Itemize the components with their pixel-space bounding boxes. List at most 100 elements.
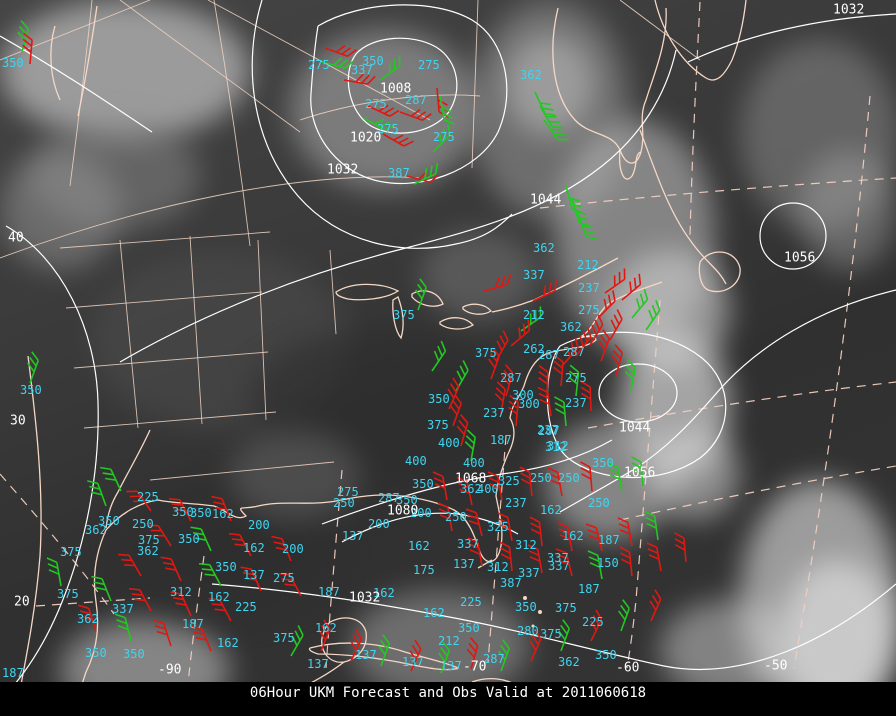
map-caption: 06Hour UKM Forecast and Obs Valid at 201… bbox=[249, 685, 647, 701]
station-label: 287 bbox=[405, 93, 427, 107]
wind-barb bbox=[529, 629, 542, 662]
wind-barb bbox=[547, 467, 563, 497]
station-label: 400 bbox=[438, 436, 460, 450]
wind-barb bbox=[160, 556, 182, 582]
station-label: 237 bbox=[537, 423, 559, 437]
wind-barb bbox=[467, 537, 483, 567]
station-label: 200 bbox=[282, 542, 304, 556]
station-label: 237 bbox=[565, 396, 587, 410]
station-label: 350 bbox=[172, 505, 194, 519]
station-label: 350 bbox=[190, 506, 212, 520]
wind-barb bbox=[617, 517, 633, 547]
wind-barb bbox=[611, 344, 623, 377]
wind-barb bbox=[619, 546, 633, 577]
isobar-label: 1056 bbox=[784, 250, 816, 266]
wind-barb bbox=[580, 461, 593, 492]
isobar-label: 1068 bbox=[455, 471, 487, 487]
wind-barb bbox=[318, 619, 331, 652]
wind-barb bbox=[324, 45, 357, 57]
station-label: 200 bbox=[368, 517, 390, 531]
isobar-label: 1044 bbox=[530, 192, 562, 208]
station-label: 350 bbox=[595, 648, 617, 662]
wind-barb bbox=[343, 73, 376, 85]
station-label: 337 bbox=[523, 268, 545, 282]
station-label: 212 bbox=[523, 308, 545, 322]
station-label: 350 bbox=[428, 392, 450, 406]
wind-barb bbox=[597, 290, 616, 319]
wind-barb bbox=[644, 510, 659, 541]
graticule-label: -50 bbox=[764, 658, 788, 674]
wind-barb bbox=[290, 625, 304, 657]
station-label: 287 bbox=[483, 652, 505, 666]
wind-barb bbox=[278, 572, 302, 597]
station-label: 212 bbox=[438, 634, 460, 648]
wind-barb bbox=[432, 471, 448, 501]
wind-barb bbox=[431, 340, 447, 372]
station-label: 137 bbox=[453, 557, 475, 571]
station-label: 237 bbox=[505, 496, 527, 510]
wind-barb bbox=[464, 429, 476, 462]
station-label: 137 bbox=[355, 648, 377, 662]
wind-barb bbox=[378, 634, 390, 667]
wind-barb bbox=[382, 133, 414, 147]
station-label: 337 bbox=[457, 537, 479, 551]
wind-barb bbox=[575, 326, 592, 357]
wind-barb bbox=[437, 502, 453, 532]
station-label: 350 bbox=[458, 621, 480, 635]
wind-barb bbox=[439, 95, 455, 125]
station-label: 325 bbox=[498, 474, 520, 488]
wind-barb bbox=[128, 587, 152, 612]
station-label: 375 bbox=[393, 308, 415, 322]
station-label: 187 bbox=[490, 433, 512, 447]
station-label: 200 bbox=[410, 506, 432, 520]
wind-barb bbox=[527, 544, 543, 574]
wind-barb bbox=[87, 480, 107, 507]
station-label: 375 bbox=[273, 631, 295, 645]
station-label: 350 bbox=[178, 532, 200, 546]
station-label: 287 bbox=[378, 491, 400, 505]
wind-barb bbox=[553, 354, 564, 387]
station-label: 250 bbox=[530, 471, 552, 485]
wind-barb bbox=[498, 639, 510, 672]
wind-barb bbox=[191, 625, 212, 652]
wind-barb bbox=[350, 629, 363, 662]
station-label: 350 bbox=[362, 54, 384, 68]
wind-barb bbox=[555, 548, 573, 577]
station-label: 225 bbox=[582, 615, 604, 629]
wind-barb bbox=[415, 278, 427, 311]
station-label: 287 bbox=[563, 345, 585, 359]
wind-barb bbox=[240, 566, 262, 592]
station-label: 312 bbox=[545, 440, 567, 454]
wind-barb bbox=[483, 274, 512, 292]
station-label: 225 bbox=[137, 490, 159, 504]
station-label: 287 bbox=[500, 371, 522, 385]
station-label: 287 bbox=[538, 424, 560, 438]
station-label: 162 bbox=[408, 539, 430, 553]
station-label: 137 bbox=[243, 568, 265, 582]
wind-barb bbox=[571, 199, 591, 227]
wind-barb bbox=[497, 512, 513, 542]
wind-barb bbox=[598, 329, 610, 362]
wind-barb bbox=[198, 562, 222, 587]
wind-barb bbox=[501, 364, 514, 397]
station-label: 262 bbox=[523, 342, 545, 356]
station-label: 350 bbox=[85, 646, 107, 660]
station-label: 375 bbox=[138, 533, 160, 547]
station-label: 162 bbox=[243, 541, 265, 555]
wind-barb bbox=[438, 641, 450, 674]
wind-barb bbox=[100, 466, 122, 492]
station-label: 400 bbox=[477, 482, 499, 496]
wind-barb bbox=[539, 105, 563, 129]
station-label: 137 bbox=[307, 657, 329, 671]
wind-barb bbox=[456, 476, 473, 506]
station-label: 250 bbox=[333, 496, 355, 510]
wind-barb bbox=[228, 532, 252, 557]
station-label: 137 bbox=[440, 659, 462, 673]
wind-barb bbox=[631, 456, 644, 487]
station-label: 137 bbox=[402, 655, 424, 669]
station-label: 337 bbox=[547, 551, 569, 565]
wind-barb bbox=[118, 553, 142, 577]
station-label: 200 bbox=[248, 518, 270, 532]
wind-barb bbox=[585, 523, 603, 552]
